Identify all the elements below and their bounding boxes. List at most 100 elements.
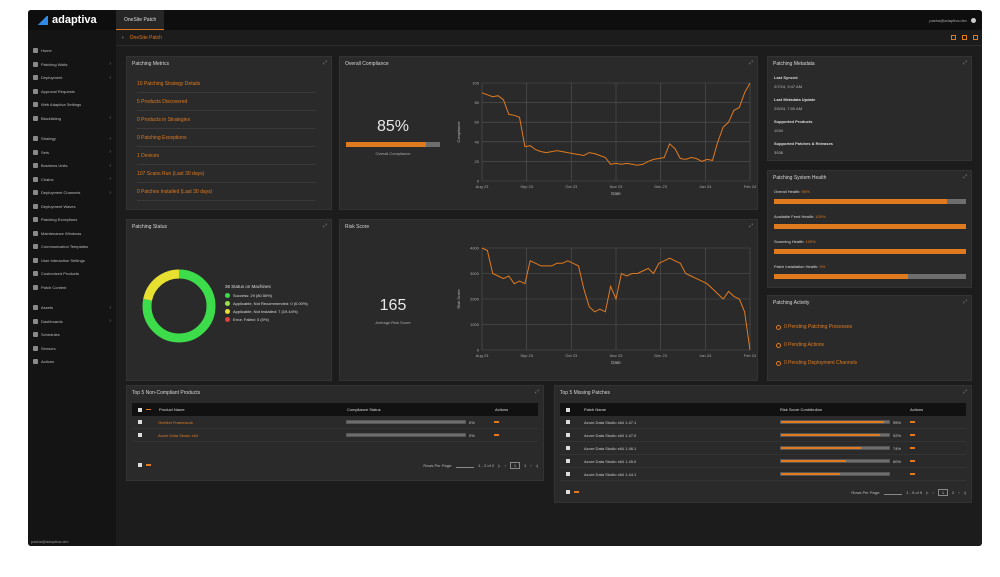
select-all-checkbox[interactable] [138,407,142,412]
sidebar-item-actions[interactable]: Actions [28,355,116,369]
next-page-icon[interactable]: › [958,489,960,495]
metric-link[interactable]: 5 Products Discovered [137,93,315,111]
row-checkbox[interactable] [138,420,142,424]
table-row[interactable]: Azure Data Studio x64 1.47.1 95% [560,416,966,429]
sidebar-item-sensors[interactable]: Sensors [28,342,116,356]
sidebar-item-blacklisting[interactable]: Blacklisting › [28,112,116,126]
first-page-icon[interactable]: |‹ [498,462,501,468]
prev-page-icon[interactable]: ‹ [504,462,506,468]
page-input[interactable]: 1 [509,461,521,469]
row-action-icon[interactable] [910,460,915,462]
row-checkbox[interactable] [566,459,570,463]
tab-onesite-patch[interactable]: OneSite Patch [116,10,165,30]
sidebar-item-maintenance-windows[interactable]: Maintenance Windows [28,227,116,241]
product-name[interactable]: Azure Data Studio x64 [158,432,199,438]
sidebar-item-assets[interactable]: Assets › [28,301,116,315]
table-row[interactable]: Azure Data Studio x64 1.44.1 [560,468,966,481]
table-row[interactable]: Azure Data Studio x64 1.47.0 92% [560,429,966,442]
sidebar-item-home[interactable]: Home [28,44,116,58]
last-page-icon[interactable]: ›| [963,489,966,495]
col-patch-name[interactable]: Patch Name [584,407,607,412]
sidebar-item-approval-requests[interactable]: Approval Requests [28,85,116,99]
row-action-icon[interactable] [910,421,915,423]
refresh-icon[interactable] [973,35,978,40]
expand-icon[interactable]: ⤢ [748,223,753,229]
row-checkbox[interactable] [566,420,570,424]
row-action-icon[interactable] [910,473,915,475]
activity-link[interactable]: 0 Pending Patching Processes [776,324,852,330]
row-action-icon[interactable] [494,421,499,423]
sidebar-item-patching-exceptions[interactable]: Patching Exceptions [28,213,116,227]
table-row[interactable]: Azure Data Studio x64 1.46.1 74% [560,442,966,455]
expand-icon[interactable]: ⤢ [322,60,327,66]
sidebar-item-deployment-waves[interactable]: Deployment Waves [28,200,116,214]
sidebar-item-communication-templates[interactable]: Communication Templates [28,240,116,254]
expand-icon[interactable]: ⤢ [748,60,753,66]
prev-page-icon[interactable]: ‹ [932,489,934,495]
risk-contribution-percent: 95% [893,419,902,425]
table-row[interactable]: Azure Data Studio x64 1.45.0 60% [560,455,966,468]
patch-name[interactable]: Azure Data Studio x64 1.47.0 [584,432,637,438]
col-product-name[interactable]: Product Name [159,407,185,412]
expand-icon[interactable]: ⤢ [534,389,539,395]
select-all-checkbox[interactable] [138,463,142,467]
sidebar-item-dashboards[interactable]: Dashboards › [28,315,116,329]
sidebar-item-deployment-channels[interactable]: Deployment Channels › [28,186,116,200]
rows-per-page-select[interactable] [456,462,475,468]
sidebar-item-customized-products[interactable]: Customized Products [28,267,116,281]
row-checkbox[interactable] [566,446,570,450]
sidebar-item-chains[interactable]: Chains › [28,173,116,187]
select-all-checkbox[interactable] [566,490,570,494]
patch-name[interactable]: Azure Data Studio x64 1.44.1 [584,471,637,477]
health-percent: 0% [819,264,826,269]
patch-name[interactable]: Azure Data Studio x64 1.47.1 [584,419,637,425]
sidebar-item-business-units[interactable]: Business Units › [28,159,116,173]
col-compliance[interactable]: Compliance Status [347,407,381,412]
expand-icon[interactable]: ⤢ [962,389,967,395]
activity-link[interactable]: 0 Pending Actions [776,342,824,348]
row-action-icon[interactable] [494,434,499,436]
row-action-icon[interactable] [910,434,915,436]
risk-contribution-fill [781,434,881,436]
next-page-icon[interactable]: › [530,462,532,468]
first-page-icon[interactable]: |‹ [926,489,929,495]
table-row[interactable]: Azure Data Studio x64 0% [132,429,538,442]
table-row[interactable]: OneNet Framework 0% [132,416,538,429]
expand-icon[interactable]: ⤢ [322,223,327,229]
metric-link[interactable]: 107 Scans Run (Last 30 days) [137,165,315,183]
patch-name[interactable]: Azure Data Studio x64 1.45.0 [584,458,637,464]
product-name[interactable]: OneNet Framework [158,419,193,425]
metric-link[interactable]: 0 Products in Strategies [137,111,315,129]
row-checkbox[interactable] [566,472,570,476]
select-all-checkbox[interactable] [566,407,570,412]
patch-name[interactable]: Azure Data Studio x64 1.46.1 [584,445,637,451]
user-menu[interactable]: pasha@adaptiva.dev [929,17,982,23]
row-checkbox[interactable] [566,433,570,437]
metric-link[interactable]: 0 Patching Exceptions [137,129,315,147]
page-input[interactable]: 1 [937,488,949,496]
sidebar-item-web-adaptiva-settings[interactable]: Web Adaptiva Settings [28,98,116,112]
expand-icon[interactable]: ⤢ [962,174,967,180]
sidebar-item-deployment[interactable]: Deployment › [28,71,116,85]
expand-icon[interactable]: ⤢ [962,299,967,305]
sidebar-item-schedules[interactable]: Schedules [28,328,116,342]
sidebar-item-patch-content[interactable]: Patch Content [28,281,116,295]
sidebar-item-user-interaction-settings[interactable]: User Interaction Settings [28,254,116,268]
last-page-icon[interactable]: ›| [535,462,538,468]
rows-per-page-select[interactable] [884,489,903,495]
metric-link[interactable]: 0 Patches Installed (Last 30 days) [137,183,315,201]
col-risk-contribution[interactable]: Risk Score Contribution [780,407,823,412]
sidebar-item-strategy[interactable]: Strategy › [28,132,116,146]
activity-link[interactable]: 0 Pending Deployment Channels [776,360,857,366]
metric-link[interactable]: 10 Patching Strategy Details [137,75,315,93]
sidebar-item-sets[interactable]: Sets › [28,146,116,160]
expand-icon[interactable]: ⤢ [962,60,967,66]
export-icon[interactable] [962,35,967,40]
row-action-icon[interactable] [910,447,915,449]
legend-item: Applicable, Not Recommended: 0 (0.00%) [225,299,308,307]
back-icon[interactable]: ‹ [122,34,124,41]
sidebar-item-patching-waits[interactable]: Patching Waits › [28,58,116,72]
calendar-icon[interactable] [951,35,956,40]
metric-link[interactable]: 1 Devices [137,147,315,165]
row-checkbox[interactable] [138,433,142,437]
